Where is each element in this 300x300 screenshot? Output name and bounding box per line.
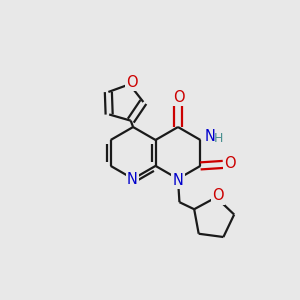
Text: O: O — [173, 90, 185, 105]
Text: H: H — [214, 132, 224, 145]
Text: O: O — [212, 188, 224, 203]
Text: O: O — [224, 156, 236, 171]
Text: N: N — [204, 129, 215, 144]
Text: N: N — [127, 172, 138, 187]
Text: O: O — [126, 75, 138, 90]
Text: N: N — [172, 173, 183, 188]
